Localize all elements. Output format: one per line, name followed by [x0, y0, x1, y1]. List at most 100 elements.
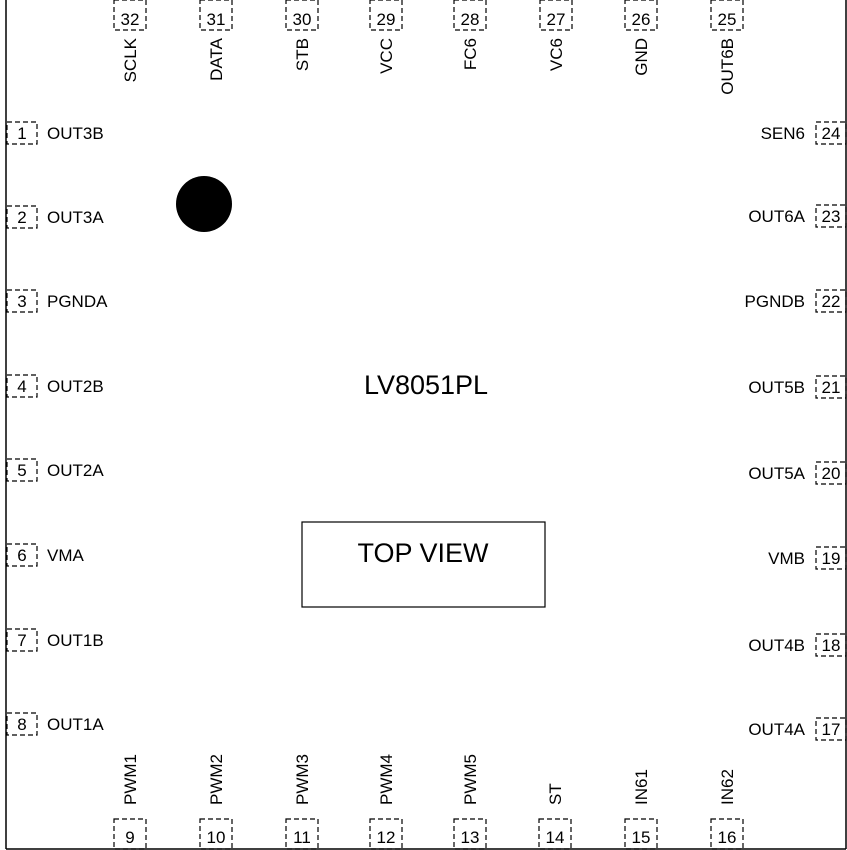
pin-box-right	[815, 204, 847, 228]
pin-name-right: OUT5B	[748, 378, 805, 397]
pin-box-top	[369, 0, 403, 31]
pin-name-left: VMA	[47, 546, 85, 565]
pin-number-right: 19	[822, 549, 841, 568]
pin-name-bottom: PWM3	[293, 754, 312, 805]
pin-number-left: 1	[17, 124, 26, 143]
pin-name-top: DATA	[207, 37, 226, 80]
pin-number-left: 6	[17, 546, 26, 565]
pin-number-left: 3	[17, 292, 26, 311]
pin-number-right: 18	[822, 636, 841, 655]
pin-name-left: OUT1B	[47, 631, 104, 650]
pin-number-top: 31	[207, 10, 226, 29]
pin1-marker-dot	[176, 176, 232, 232]
pin-box-bottom	[624, 818, 658, 850]
pin-name-top: VCC	[377, 38, 396, 74]
pin-number-bottom: 12	[377, 828, 396, 847]
pin-name-left: OUT3A	[47, 208, 104, 227]
pin-box-bottom	[710, 818, 744, 850]
pin-name-right: OUT4B	[748, 636, 805, 655]
pin-number-left: 8	[17, 715, 26, 734]
pin-box-right	[815, 121, 847, 145]
pin-name-top: FC6	[461, 38, 480, 70]
pin-name-bottom: PWM5	[461, 754, 480, 805]
pin-name-right: VMB	[768, 549, 805, 568]
pin-number-bottom: 13	[461, 828, 480, 847]
pin-name-left: PGNDA	[47, 292, 108, 311]
pin-number-left: 2	[17, 208, 26, 227]
pin-box-right	[815, 633, 847, 657]
pin-name-left: OUT2B	[47, 377, 104, 396]
pin-name-right: OUT4A	[748, 720, 805, 739]
pin-number-top: 29	[377, 10, 396, 29]
pin-name-left: OUT3B	[47, 124, 104, 143]
pin-number-bottom: 15	[632, 828, 651, 847]
pin-number-right: 24	[822, 124, 841, 143]
pin-number-right: 21	[822, 378, 841, 397]
pin-number-left: 4	[17, 377, 26, 396]
pin-box-top	[539, 0, 573, 31]
pin-number-right: 17	[822, 720, 841, 739]
pin-name-right: OUT6A	[748, 207, 805, 226]
pin-name-top: OUT6B	[718, 38, 737, 95]
pin-name-bottom: PWM1	[121, 754, 140, 805]
pin-box-bottom	[199, 818, 233, 850]
top-view-box	[301, 521, 546, 608]
pin-number-bottom: 14	[546, 828, 565, 847]
pin-number-bottom: 11	[293, 828, 311, 847]
pin-number-top: 25	[718, 10, 737, 29]
pin-box-left	[6, 628, 38, 652]
pin-number-left: 5	[17, 461, 26, 480]
pin-box-right	[815, 546, 847, 570]
part-number: LV8051PL	[364, 370, 488, 400]
pin-number-bottom: 10	[207, 828, 226, 847]
pin-number-top: 27	[547, 10, 566, 29]
pin-name-left: OUT1A	[47, 715, 104, 734]
pin-box-left	[6, 205, 38, 229]
pin-number-bottom: 9	[125, 828, 134, 847]
pin-box-left	[6, 543, 38, 567]
pin-name-bottom: PWM2	[207, 754, 226, 805]
pin-name-bottom: ST	[546, 783, 565, 805]
pin-number-right: 22	[822, 292, 841, 311]
pin-name-bottom: PWM4	[377, 754, 396, 805]
pin-name-bottom: IN61	[632, 769, 651, 805]
pin-box-top	[710, 0, 744, 31]
pin-box-right	[815, 461, 847, 485]
pin-box-right	[815, 375, 847, 399]
pin-box-left	[6, 712, 38, 736]
pin-number-bottom: 16	[718, 828, 737, 847]
pin-box-right	[815, 289, 847, 313]
pin-box-left	[6, 458, 38, 482]
pin-name-right: SEN6	[761, 124, 805, 143]
pin-number-left: 7	[17, 631, 26, 650]
pin-name-top: STB	[293, 38, 312, 71]
pin-box-top	[113, 0, 147, 31]
pin-box-bottom	[285, 818, 319, 850]
pins-layer: 1 OUT3B 2 OUT3A 3 PGNDA 4 OUT2B 5 OUT2A 6 VMA 7 OUT1B…	[6, 0, 847, 850]
pin-box-bottom	[113, 818, 147, 850]
pin-box-top	[453, 0, 487, 31]
pin-number-top: 32	[121, 10, 140, 29]
pin-name-bottom: IN62	[718, 769, 737, 805]
pin-name-left: OUT2A	[47, 461, 104, 480]
pin-box-bottom	[369, 818, 403, 850]
pin-box-top	[199, 0, 233, 31]
pin-number-top: 30	[293, 10, 312, 29]
pin-box-top	[624, 0, 658, 31]
pin-name-top: SCLK	[121, 37, 140, 82]
pin-box-left	[6, 289, 38, 313]
pin-number-right: 23	[822, 207, 841, 226]
pin-box-bottom	[453, 818, 487, 850]
pin-box-left	[6, 121, 38, 145]
pin-box-top	[285, 0, 319, 31]
pin-name-right: OUT5A	[748, 464, 805, 483]
pin-box-bottom	[538, 818, 572, 850]
pin-name-top: VC6	[547, 38, 566, 71]
top-view-label: TOP VIEW	[357, 538, 489, 568]
pin-number-top: 26	[632, 10, 651, 29]
pin-name-top: GND	[632, 38, 651, 76]
pin-box-left	[6, 374, 38, 398]
pin-number-top: 28	[461, 10, 480, 29]
pin-name-right: PGNDB	[745, 292, 805, 311]
